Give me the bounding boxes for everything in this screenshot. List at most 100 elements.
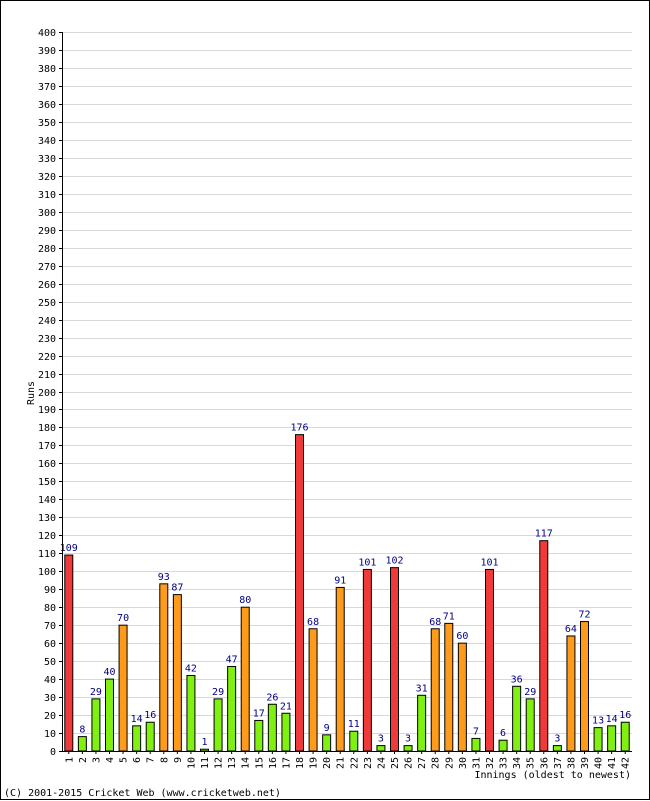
bar xyxy=(349,730,359,752)
bar-value-label: 87 xyxy=(171,583,183,594)
bar xyxy=(105,678,114,752)
bar-value-label: 29 xyxy=(524,687,536,698)
y-tick-label: 160 xyxy=(38,459,56,470)
x-tick-labels: 1 2 3 4 5 6 7 8 9 10 11 12 13 14 15 16 17 18 19 20 21 22 23 24 2… xyxy=(64,751,632,769)
x-tick-label: 19 xyxy=(309,757,320,769)
y-tick-label: 260 xyxy=(38,280,56,291)
x-tick-label: 39 xyxy=(580,757,591,769)
bar-value-label: 176 xyxy=(290,423,308,434)
y-tick-label: 340 xyxy=(38,136,56,147)
x-tick-label: 14 xyxy=(241,757,252,769)
bar-value-label: 11 xyxy=(348,719,360,730)
bar-value-label: 3 xyxy=(405,734,411,745)
x-tick-label: 35 xyxy=(526,757,537,769)
x-tick-label: 42 xyxy=(621,757,632,769)
bar xyxy=(281,712,291,752)
bar-value-label: 93 xyxy=(158,572,170,583)
x-tick-label: 7 xyxy=(146,757,157,763)
y-tick-label: 370 xyxy=(38,82,56,93)
bar xyxy=(566,635,576,752)
bars xyxy=(64,434,630,752)
bar-value-label: 102 xyxy=(385,556,403,567)
bar-value-label: 14 xyxy=(606,714,618,725)
y-tick-label: 10 xyxy=(44,729,56,740)
x-tick-label: 20 xyxy=(322,757,333,769)
bar xyxy=(620,721,630,752)
y-axis-title: Runs xyxy=(26,381,37,405)
y-tick-label: 180 xyxy=(38,423,56,434)
y-tick-label: 270 xyxy=(38,262,56,273)
bar-value-label: 31 xyxy=(416,683,428,694)
bar xyxy=(213,698,223,752)
bar-value-label: 3 xyxy=(378,734,384,745)
bar-value-label: 1 xyxy=(201,737,207,748)
bar xyxy=(525,698,535,752)
x-axis-title: Innings (oldest to newest) xyxy=(474,770,631,781)
x-tick-label: 15 xyxy=(254,757,265,769)
bar xyxy=(552,745,562,752)
bar xyxy=(118,624,128,752)
y-tick-label: 70 xyxy=(44,621,56,632)
x-tick-label: 9 xyxy=(173,757,184,763)
bar-value-label: 16 xyxy=(144,710,156,721)
bar xyxy=(145,721,155,752)
x-tick-label: 31 xyxy=(471,757,482,769)
bar-value-label: 17 xyxy=(253,708,265,719)
bar xyxy=(607,725,617,752)
x-tick-label: 41 xyxy=(607,757,618,769)
x-tick-label: 11 xyxy=(200,757,211,769)
bar-value-label: 42 xyxy=(185,664,197,675)
bar xyxy=(430,628,440,752)
bar xyxy=(64,554,74,752)
bar-value-label: 64 xyxy=(565,624,577,635)
y-tick-label: 90 xyxy=(44,585,56,596)
x-tick-label: 38 xyxy=(566,757,577,769)
bar-value-label: 101 xyxy=(480,557,498,568)
y-tick-label: 50 xyxy=(44,657,56,668)
bar-value-label: 68 xyxy=(429,617,441,628)
x-tick-label: 4 xyxy=(105,757,116,763)
bar-value-label: 60 xyxy=(456,631,468,642)
bar xyxy=(498,739,508,752)
bar-value-label: 29 xyxy=(212,687,224,698)
bar-value-label: 80 xyxy=(239,595,251,606)
y-tick-label: 240 xyxy=(38,316,56,327)
x-tick-label: 23 xyxy=(363,757,374,769)
x-tick-label: 25 xyxy=(390,757,401,769)
x-tick-label: 29 xyxy=(444,757,455,769)
x-tick-label: 5 xyxy=(119,757,130,763)
bar-value-label: 26 xyxy=(266,692,278,703)
bar xyxy=(254,719,264,752)
bar-value-label: 71 xyxy=(443,611,455,622)
bar-value-label: 36 xyxy=(511,674,523,685)
axes xyxy=(62,32,632,752)
bar-value-label: 68 xyxy=(307,617,319,628)
y-tick-label: 210 xyxy=(38,370,56,381)
bar xyxy=(539,540,549,752)
y-tick-label: 120 xyxy=(38,531,56,542)
y-tick-label: 400 xyxy=(38,28,56,39)
bar xyxy=(335,586,345,752)
x-tick-label: 13 xyxy=(227,757,238,769)
bar-value-label: 6 xyxy=(500,728,506,739)
y-tick-label: 190 xyxy=(38,405,56,416)
copyright-footer: (C) 2001-2015 Cricket Web (www.cricketwe… xyxy=(4,788,281,799)
x-tick-label: 1 xyxy=(64,757,75,763)
bar xyxy=(308,628,318,752)
bar xyxy=(267,703,277,752)
bar xyxy=(172,594,182,752)
bar-value-label: 91 xyxy=(334,575,346,586)
y-tick-label: 390 xyxy=(38,46,56,57)
x-tick-label: 40 xyxy=(594,757,605,769)
bar xyxy=(295,434,304,752)
y-tick-label: 0 xyxy=(50,747,56,758)
bar xyxy=(132,725,142,752)
x-tick-label: 12 xyxy=(214,757,225,769)
bar xyxy=(457,642,467,752)
bar-value-label: 16 xyxy=(619,710,631,721)
x-tick-label: 32 xyxy=(485,757,496,769)
x-tick-label: 6 xyxy=(132,757,143,763)
y-tick-label: 30 xyxy=(44,693,56,704)
